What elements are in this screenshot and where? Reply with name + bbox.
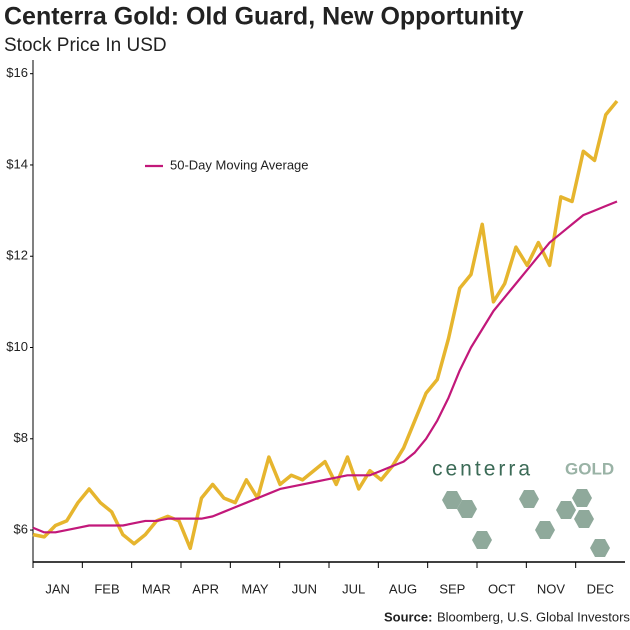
y-tick-label: $8 bbox=[14, 430, 28, 445]
y-tick-label: $6 bbox=[14, 521, 28, 536]
y-tick-label: $14 bbox=[6, 156, 28, 171]
x-tick-label: FEB bbox=[94, 581, 119, 596]
logo: centerra GOLD bbox=[432, 458, 614, 557]
y-tick-label: $12 bbox=[6, 248, 28, 263]
x-tick-label: DEC bbox=[587, 581, 614, 596]
x-tick-label: JUN bbox=[292, 581, 317, 596]
logo-text: centerra bbox=[432, 458, 533, 481]
y-tick-label: $16 bbox=[6, 65, 28, 80]
x-tick-label: AUG bbox=[389, 581, 417, 596]
series-line bbox=[32, 200, 618, 534]
x-tick-label: MAY bbox=[241, 581, 269, 596]
chart-title: Centerra Gold: Old Guard, New Opportunit… bbox=[4, 3, 524, 31]
legend-label: 50-Day Moving Average bbox=[170, 157, 309, 172]
y-tick-label: $10 bbox=[6, 339, 28, 354]
x-tick-label: OCT bbox=[488, 581, 516, 596]
x-tick-label: JUL bbox=[342, 581, 365, 596]
x-tick-label: JAN bbox=[45, 581, 70, 596]
source-label: Source: bbox=[384, 609, 432, 624]
logo-accent: GOLD bbox=[565, 459, 614, 478]
series-line bbox=[32, 99, 619, 551]
x-tick-label: NOV bbox=[537, 581, 566, 596]
chart-subtitle: Stock Price In USD bbox=[4, 35, 167, 56]
x-tick-label: MAR bbox=[142, 581, 171, 596]
source-text: Bloomberg, U.S. Global Investors bbox=[437, 609, 630, 624]
x-tick-label: APR bbox=[192, 581, 219, 596]
x-tick-label: SEP bbox=[439, 581, 465, 596]
